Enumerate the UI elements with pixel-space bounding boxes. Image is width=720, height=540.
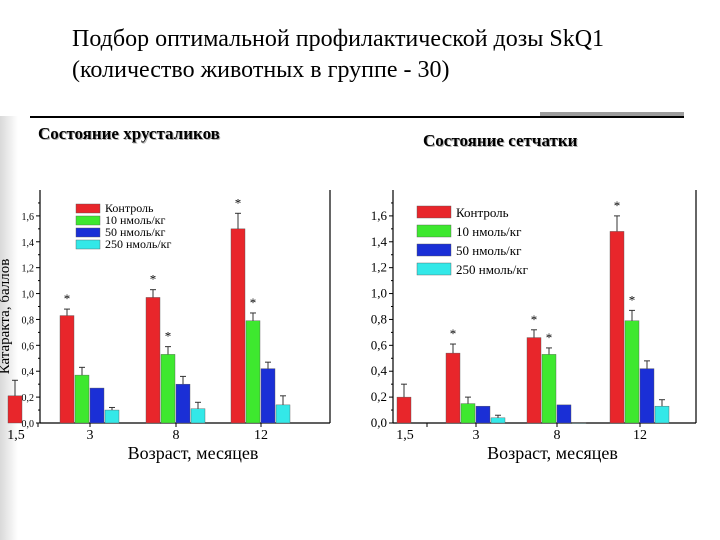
significance-star: * <box>64 291 71 306</box>
x-tick-label: 1,5 <box>7 428 25 443</box>
x-tick-label: 8 <box>554 428 561 443</box>
bar-d50 <box>89 387 105 424</box>
legend-label-control: Контроль <box>456 205 509 220</box>
legend-swatch-control <box>75 203 101 214</box>
x-tick-label: 12 <box>633 428 647 443</box>
legend-label-d10: 10 нмоль/кг <box>105 213 165 227</box>
title-underline <box>30 116 684 118</box>
bar-d50 <box>556 404 572 424</box>
significance-star: * <box>546 330 553 345</box>
x-tick-label: 12 <box>254 428 268 443</box>
x-tick-label: 3 <box>87 428 94 443</box>
y-tick-label: 1,0 <box>371 286 387 301</box>
x-axis-label: Возраст, месяцев <box>487 443 618 463</box>
significance-star: * <box>450 326 457 341</box>
y-tick-label: 1,2 <box>22 264 35 275</box>
slide-title: Подбор оптимальной профилактической дозы… <box>72 24 712 86</box>
legend-swatch-control <box>416 205 452 219</box>
bar-d50 <box>639 368 655 424</box>
x-axis-label: Возраст, месяцев <box>128 443 259 463</box>
legend-label-d250: 250 нмоль/кг <box>456 262 528 277</box>
y-tick-label: 0,0 <box>22 419 35 430</box>
bar-d250 <box>104 409 120 424</box>
bar-control <box>59 315 75 424</box>
y-tick-label: 0,8 <box>22 315 35 326</box>
bar-d10 <box>74 374 90 424</box>
x-tick-label: 1,5 <box>396 428 414 443</box>
bar-d50 <box>475 405 491 424</box>
bar-d250 <box>190 408 206 424</box>
bar-d250 <box>275 404 291 424</box>
y-tick-label: 0,8 <box>371 311 387 326</box>
y-tick-label: 0,4 <box>22 367 35 378</box>
y-tick-label: 0,4 <box>371 363 388 378</box>
bar-control <box>7 395 23 424</box>
bar-control <box>526 337 542 424</box>
bar-d10 <box>541 354 557 424</box>
legend-label-d50: 50 нмоль/кг <box>456 243 521 258</box>
bar-d250 <box>654 405 670 424</box>
panel-title-lens: Состояние хрусталиков <box>38 124 220 143</box>
title-accent-bar <box>540 112 684 117</box>
bar-control <box>230 228 246 424</box>
legend-swatch-d50 <box>416 243 452 257</box>
y-tick-label: 0,2 <box>22 393 35 404</box>
bar-control <box>145 297 161 424</box>
slide-title-line1: Подбор оптимальной профилактической дозы… <box>72 26 605 52</box>
y-tick-label: 1,4 <box>22 238 35 249</box>
legend-swatch-d10 <box>416 224 452 238</box>
significance-star: * <box>531 312 538 327</box>
y-tick-label: 1,2 <box>371 260 387 275</box>
bar-d50 <box>260 368 276 424</box>
y-tick-label: 0,6 <box>22 341 35 352</box>
left-decor-strip <box>0 116 18 540</box>
y-tick-label: 1,6 <box>22 212 35 223</box>
legend-label-d10: 10 нмоль/кг <box>456 224 521 239</box>
significance-star: * <box>165 329 172 344</box>
legend-label-d250: 250 нмоль/кг <box>105 237 171 251</box>
panel-title-retina: Состояние сетчатки <box>423 131 578 150</box>
x-tick-label: 8 <box>173 428 180 443</box>
bar-d250 <box>571 422 587 424</box>
legend-swatch-d10 <box>75 215 101 226</box>
bar-d10 <box>624 320 640 424</box>
legend-swatch-d250 <box>416 262 452 276</box>
y-tick-label: 0,6 <box>371 337 388 352</box>
x-tick-label: 3 <box>473 428 480 443</box>
y-tick-label: 1,0 <box>22 290 35 301</box>
significance-star: * <box>629 292 636 307</box>
bar-d50 <box>175 383 191 424</box>
legend-swatch-d50 <box>75 227 101 238</box>
bar-d250 <box>490 417 506 424</box>
bar-control <box>609 231 625 424</box>
slide-title-line2: (количество животных в группе - 30) <box>72 57 450 83</box>
bar-d10 <box>460 403 476 424</box>
significance-star: * <box>150 272 157 287</box>
y-axis-label: Катаракта, баллов <box>0 259 13 375</box>
significance-star: * <box>614 198 621 213</box>
y-tick-label: 1,4 <box>371 234 388 249</box>
bar-control <box>396 396 412 424</box>
legend-label-control: Контроль <box>105 201 154 215</box>
significance-star: * <box>235 195 242 210</box>
y-tick-label: 0,0 <box>371 415 387 430</box>
significance-star: * <box>250 295 257 310</box>
bar-control <box>445 352 461 424</box>
y-tick-label: 1,6 <box>371 208 388 223</box>
bar-d10 <box>160 354 176 424</box>
bar-d10 <box>245 320 261 424</box>
legend-label-d50: 50 нмоль/кг <box>105 225 165 239</box>
retina-chart: 0,0 0,2 0,4 0,6 0,8 1,0 1,2 1,4 1,6 1,5 * 3 * * 8 * * 12 В… <box>371 190 697 463</box>
lens-chart: 0,0 0,2 0,4 0,6 0,8 1,0 1,2 1,4 1,6 Катаракта, ба… <box>0 190 331 463</box>
y-tick-label: 0,2 <box>371 389 387 404</box>
legend-swatch-d250 <box>75 239 101 250</box>
